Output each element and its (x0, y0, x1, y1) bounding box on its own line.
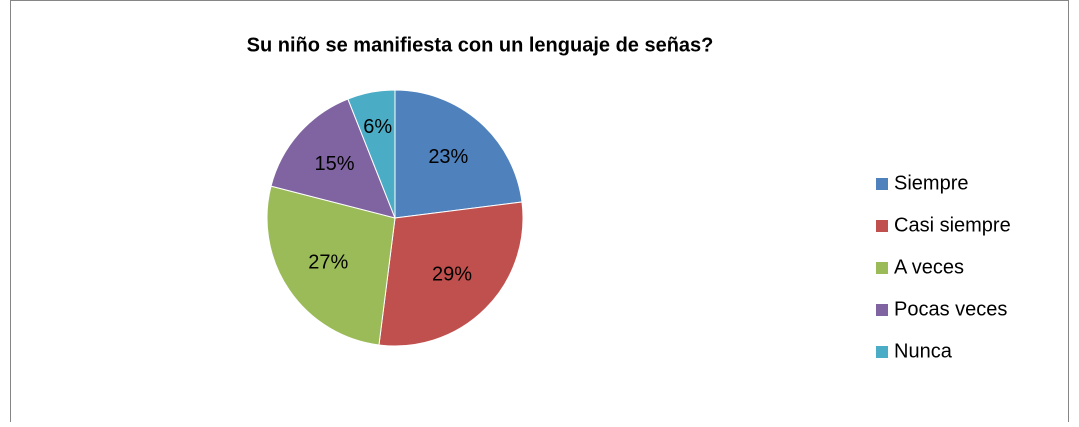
pie-slice (347, 89, 396, 219)
chart-frame (10, 0, 1069, 422)
data-label: 23% (428, 146, 468, 168)
legend-label: Pocas veces (894, 298, 1007, 320)
chart-title: Su niño se manifiesta con un lenguaje de… (247, 34, 714, 56)
pie-slice (378, 201, 524, 347)
legend-label: Nunca (894, 340, 953, 362)
legend-label: Siempre (894, 172, 968, 194)
legend-label: Casi siempre (894, 214, 1011, 236)
pie-slice (266, 185, 396, 346)
legend-swatch (876, 178, 888, 190)
data-label: 15% (314, 153, 354, 175)
legend-swatch (876, 346, 888, 358)
legend-label: A veces (894, 256, 964, 278)
legend-swatch (876, 262, 888, 274)
data-label: 6% (363, 116, 392, 138)
data-label: 29% (432, 263, 472, 285)
legend-swatch (876, 304, 888, 316)
pie-slice (394, 89, 523, 219)
legend-swatch (876, 220, 888, 232)
data-label: 27% (308, 252, 348, 274)
pie-slice (270, 98, 396, 219)
